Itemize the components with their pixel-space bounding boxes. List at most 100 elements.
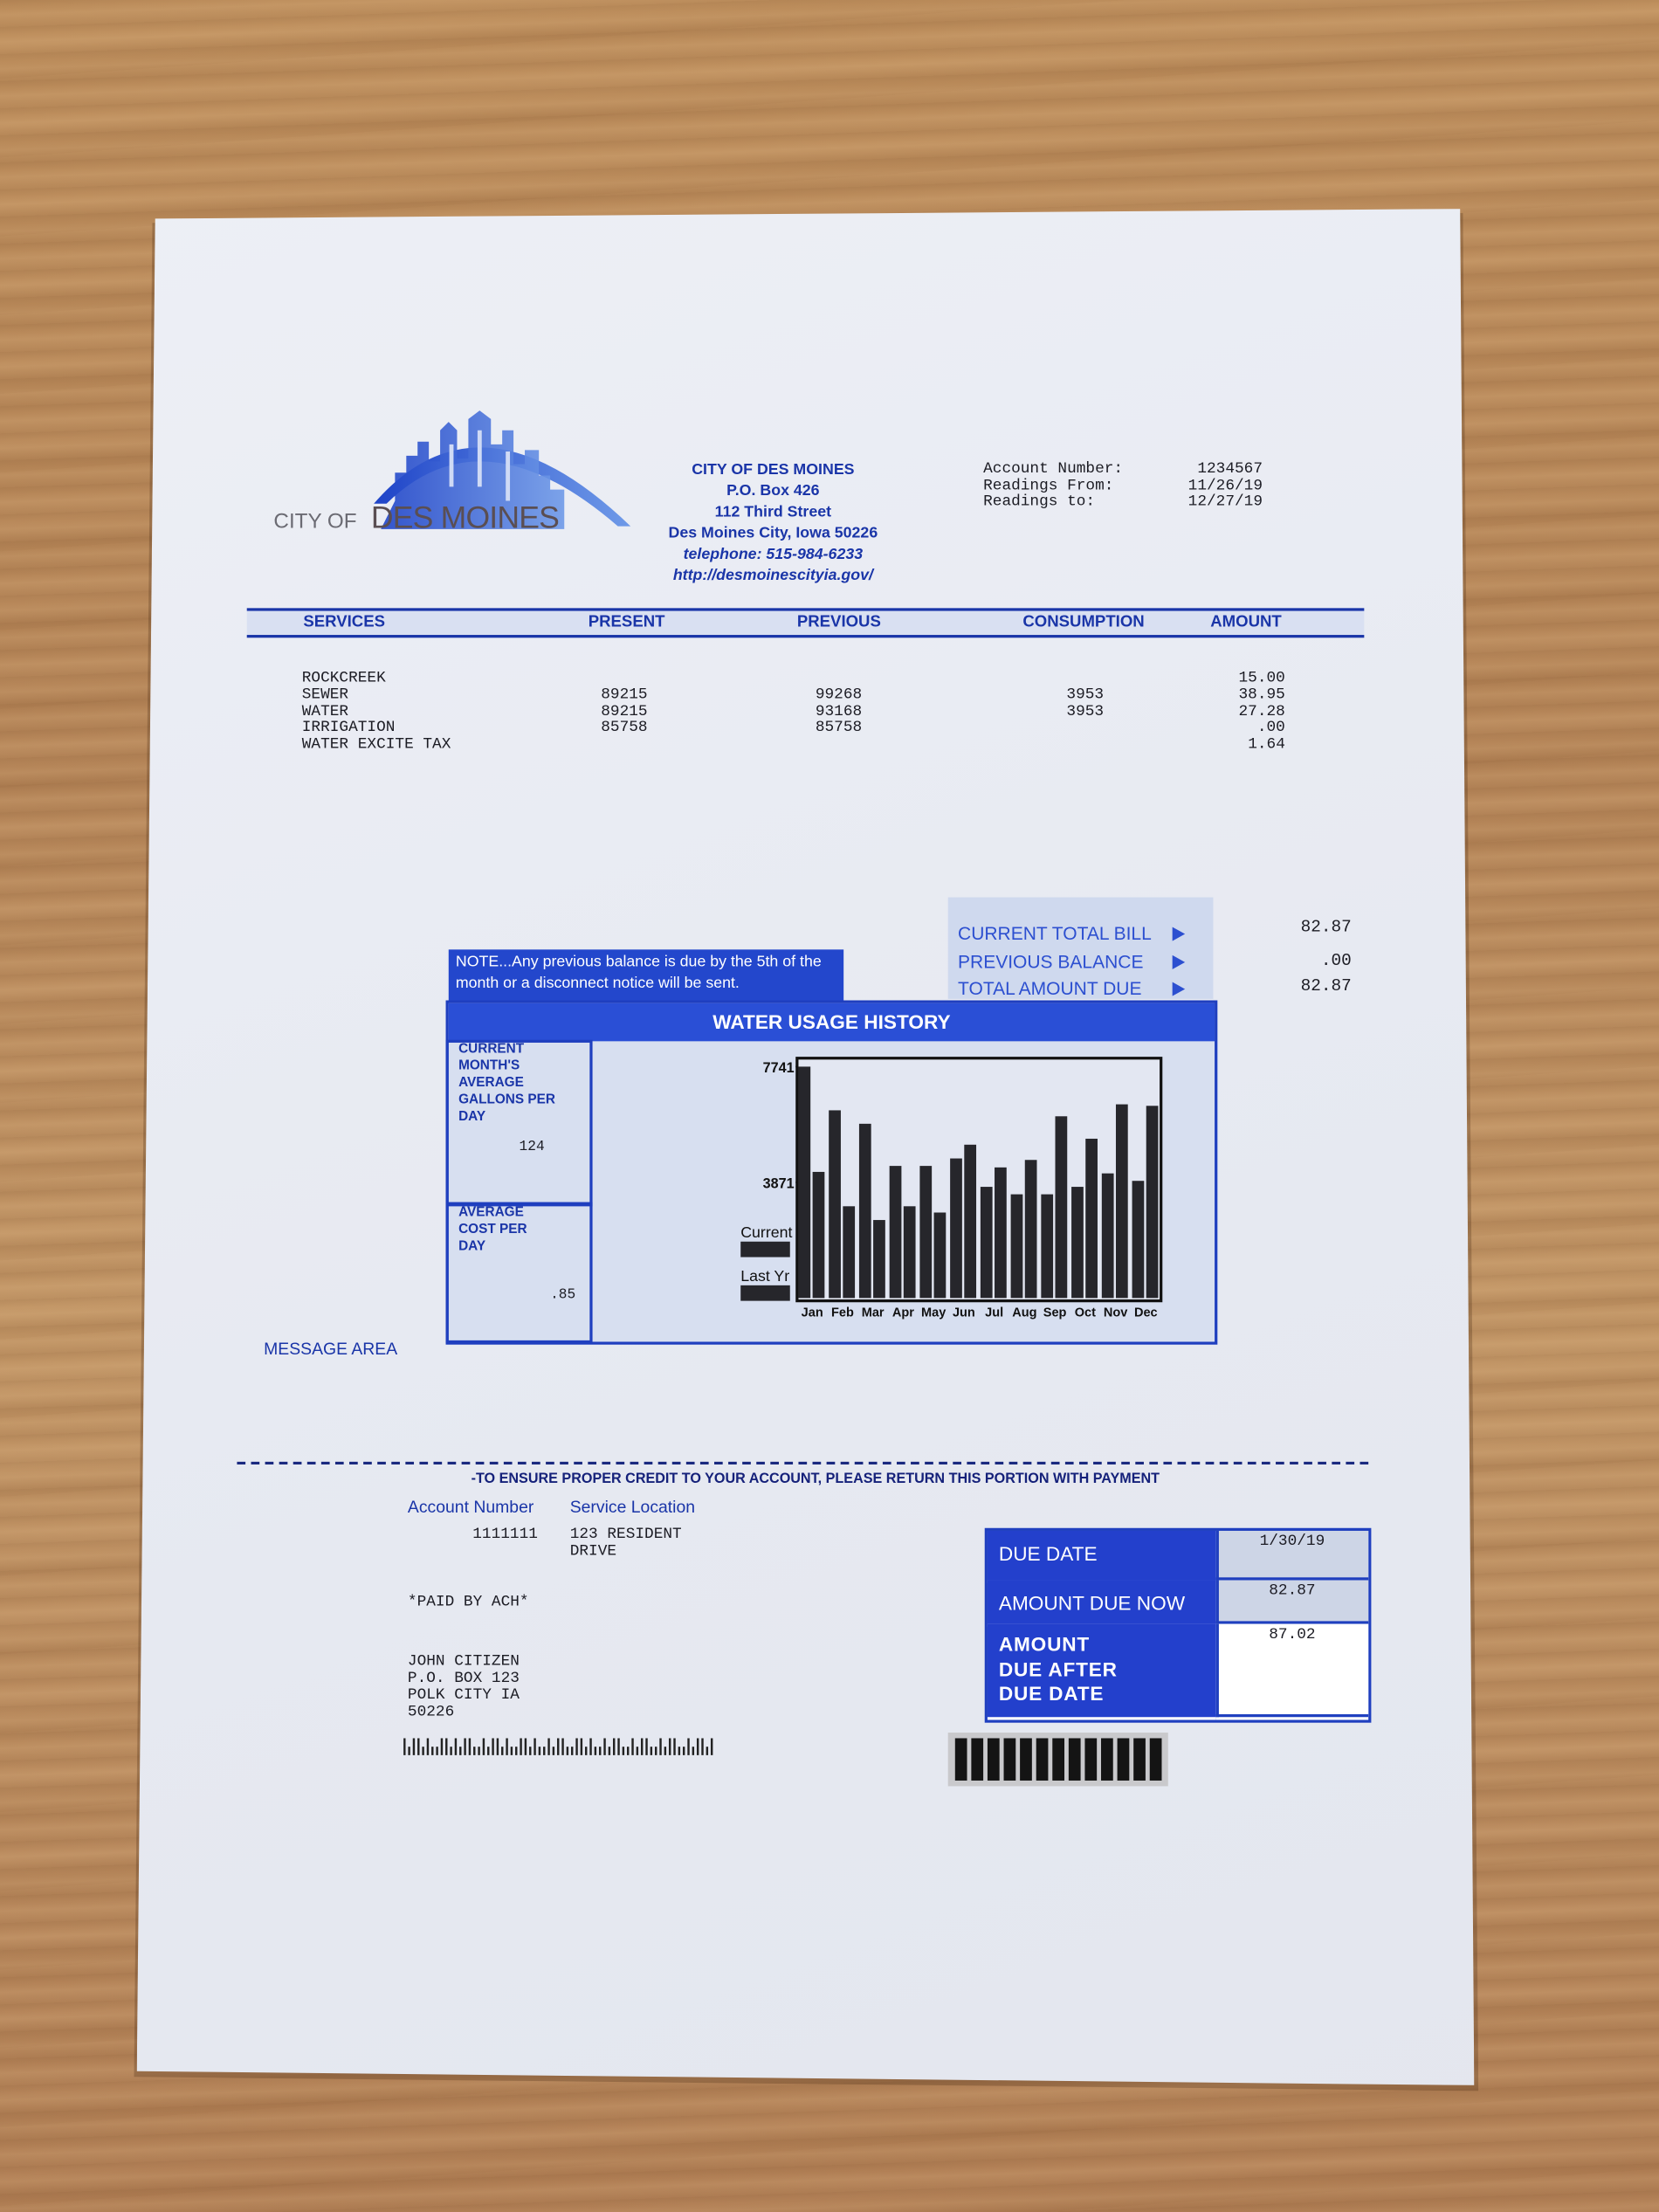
x-tick-label: Feb	[831, 1306, 854, 1320]
barcode-bar	[566, 1747, 569, 1755]
legend-swatch	[740, 1241, 790, 1258]
bar	[1101, 1173, 1114, 1299]
bar	[843, 1206, 856, 1299]
barcode-bar	[408, 1747, 410, 1755]
avg-gallons-cell	[445, 1039, 593, 1207]
barcode-bar	[454, 1738, 458, 1755]
barcode-bar	[1036, 1738, 1049, 1781]
barcode-bar	[1149, 1738, 1162, 1781]
bar	[1115, 1104, 1128, 1299]
service-present: 85758	[601, 720, 648, 738]
total-value: .00	[1320, 950, 1352, 971]
bar	[995, 1167, 1007, 1299]
address-line: 112 Third Street	[714, 503, 832, 521]
x-tick-label: Apr	[892, 1306, 914, 1320]
address-line: P.O. Box 426	[726, 482, 820, 500]
barcode-bar	[585, 1747, 588, 1755]
service-present: 89215	[601, 703, 648, 720]
bar	[903, 1206, 916, 1299]
avg-cost-cell	[445, 1202, 593, 1344]
barcode-bar	[650, 1747, 653, 1755]
x-tick-label: May	[921, 1306, 946, 1320]
bar	[1132, 1181, 1145, 1299]
barcode-bar	[1003, 1738, 1016, 1781]
bar	[829, 1110, 841, 1299]
barcode-bar	[706, 1747, 709, 1755]
service-amount: 1.64	[1248, 736, 1285, 755]
barcode-bar	[440, 1738, 444, 1755]
service-amount: 38.95	[1238, 686, 1285, 704]
note: NOTE...Any previous balance is due by th…	[448, 949, 844, 1005]
barcode-bar	[622, 1747, 625, 1755]
service-location: DRIVE	[569, 1543, 617, 1561]
mail-address: P.O. BOX 123	[407, 1670, 520, 1688]
bar	[1024, 1160, 1037, 1299]
service-consumption: 3953	[1066, 703, 1105, 720]
account-info-value: 12/27/19	[1187, 493, 1263, 511]
barcode-bar	[1101, 1738, 1113, 1781]
total-value: 82.87	[1300, 976, 1352, 996]
barcode-bar	[552, 1747, 555, 1755]
service-amount: 15.00	[1238, 670, 1285, 687]
x-tick-label: Aug	[1012, 1306, 1036, 1320]
barcode-bar	[1052, 1738, 1065, 1781]
total-label: TOTAL AMOUNT DUE	[958, 977, 1142, 999]
payment-barcode	[954, 1738, 1162, 1781]
account-info-label: Readings From:	[983, 477, 1114, 495]
barcode-bar	[575, 1738, 578, 1755]
legend-swatch	[740, 1285, 790, 1301]
address-line: CITY OF DES MOINES	[692, 461, 855, 479]
totals-box	[947, 897, 1214, 999]
usage-title: WATER USAGE HISTORY	[448, 1003, 1215, 1042]
barcode-bar	[645, 1738, 648, 1755]
avg-cost: .85	[550, 1288, 576, 1304]
address-line: Des Moines City, Iowa 50226	[668, 525, 878, 542]
barcode-bar	[450, 1747, 452, 1755]
avg-cost-label: AVERAGE COST PER DAY	[458, 1204, 527, 1255]
postal-barcode	[403, 1738, 713, 1755]
barcode-bar	[1020, 1738, 1032, 1781]
barcode-bar	[492, 1738, 494, 1755]
column-header: PRESENT	[588, 613, 665, 631]
barcode-bar	[478, 1747, 480, 1755]
bar	[964, 1144, 977, 1299]
due-value: 82.87	[1269, 1582, 1316, 1601]
y-tick-label: 7741	[763, 1060, 795, 1076]
bar	[919, 1166, 933, 1299]
bar	[889, 1166, 902, 1299]
column-header: SERVICES	[303, 613, 385, 631]
barcode-bar	[543, 1747, 546, 1755]
barcode-bar	[589, 1738, 592, 1755]
barcode-bar	[510, 1747, 513, 1755]
barcode-bar	[954, 1738, 967, 1781]
barcode-bar	[533, 1738, 536, 1755]
arrow	[1172, 982, 1186, 996]
barcode-bar	[617, 1738, 620, 1755]
barcode-bar	[529, 1747, 532, 1755]
barcode-bar	[524, 1738, 527, 1755]
bar	[933, 1212, 947, 1299]
legend-label: Last Yr	[740, 1267, 789, 1285]
barcode-bar	[459, 1747, 462, 1755]
logo-arch	[374, 410, 631, 529]
service-previous: 93168	[815, 703, 863, 720]
due-label: DUE DATE	[998, 1541, 1098, 1565]
avg-gallons: 124	[519, 1140, 545, 1156]
barcode-bar	[678, 1747, 681, 1755]
barcode-bar	[445, 1738, 448, 1755]
x-tick-label: Jun	[953, 1306, 975, 1320]
chart-frame	[795, 1057, 1163, 1303]
x-tick-label: Oct	[1075, 1306, 1096, 1320]
x-tick-label: Nov	[1104, 1306, 1128, 1320]
barcode-bar	[701, 1738, 704, 1755]
remit-notice: -TO ENSURE PROPER CREDIT TO YOUR ACCOUNT…	[471, 1471, 1160, 1487]
account-number: 1111111	[472, 1526, 538, 1544]
barcode-bar	[687, 1738, 690, 1755]
due-label: AMOUNT DUE NOW	[998, 1591, 1186, 1615]
bar	[1146, 1106, 1159, 1299]
barcode-bar	[664, 1747, 667, 1755]
barcode-bar	[682, 1747, 685, 1755]
due-value-cell	[1215, 1580, 1369, 1624]
